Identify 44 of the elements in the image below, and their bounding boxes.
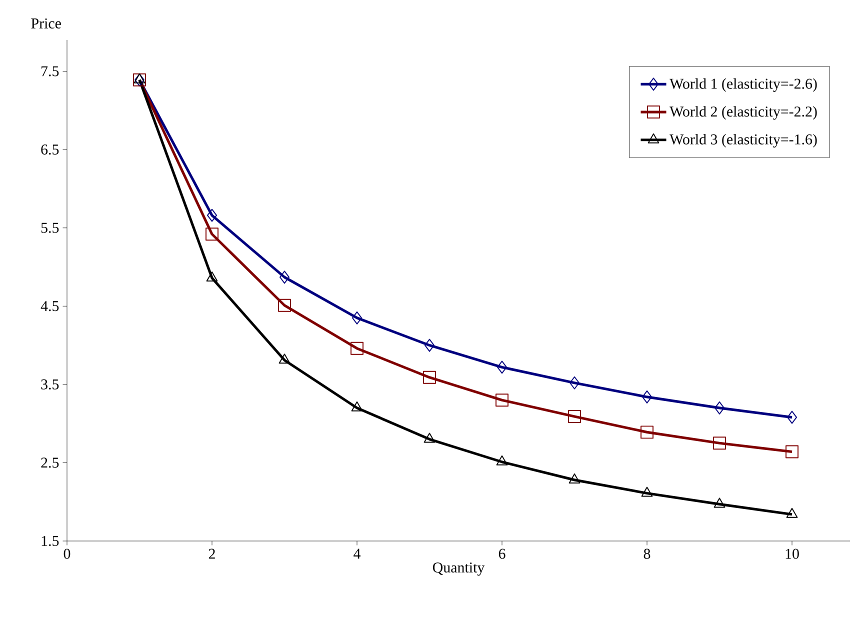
y-tick-label: 3.5: [41, 379, 59, 390]
legend-label: World 2 (elasticity=-2.2): [670, 106, 817, 120]
y-tick-label: 4.5: [40, 301, 59, 312]
point: [424, 338, 435, 352]
point: [568, 410, 582, 424]
y-tick-label: 6.5: [41, 144, 59, 155]
point: [280, 270, 290, 284]
legend-label: World 1 (elasticity=-2.6): [670, 78, 817, 92]
point: [423, 370, 436, 384]
point: [714, 498, 726, 508]
y-tick-label: 5.5: [41, 222, 59, 233]
point: [206, 228, 218, 241]
x-tick-label: 8: [644, 548, 650, 559]
point: [570, 376, 580, 390]
point: [496, 455, 508, 466]
point: [496, 394, 509, 407]
x-tick-label: 10: [786, 548, 799, 559]
x-tick-label: 6: [498, 548, 506, 559]
point: [350, 342, 364, 355]
point: [713, 436, 726, 450]
x-axis-title: Quantity: [432, 562, 485, 576]
point: [278, 354, 290, 364]
y-tick-label: 2.5: [41, 458, 59, 468]
point: [278, 298, 292, 312]
x-tick-label: 0: [64, 548, 70, 559]
y-tick-label: 7.5: [42, 66, 59, 76]
x-tick-label: 4: [354, 548, 360, 559]
y-tick-label: 1.5: [42, 536, 59, 546]
point: [497, 360, 508, 374]
point: [642, 390, 652, 404]
point: [351, 401, 363, 412]
point: [786, 445, 799, 458]
point: [786, 508, 798, 518]
point: [352, 311, 362, 324]
x-tick-label: 2: [208, 548, 215, 559]
point: [787, 410, 798, 424]
point: [207, 208, 217, 222]
point: [714, 401, 725, 414]
point: [641, 486, 653, 497]
point: [568, 473, 580, 484]
legend-label: World 3 (elasticity=-1.6): [670, 134, 817, 148]
point: [424, 432, 436, 443]
point: [640, 426, 654, 439]
y-axis-title: Price: [31, 18, 61, 28]
